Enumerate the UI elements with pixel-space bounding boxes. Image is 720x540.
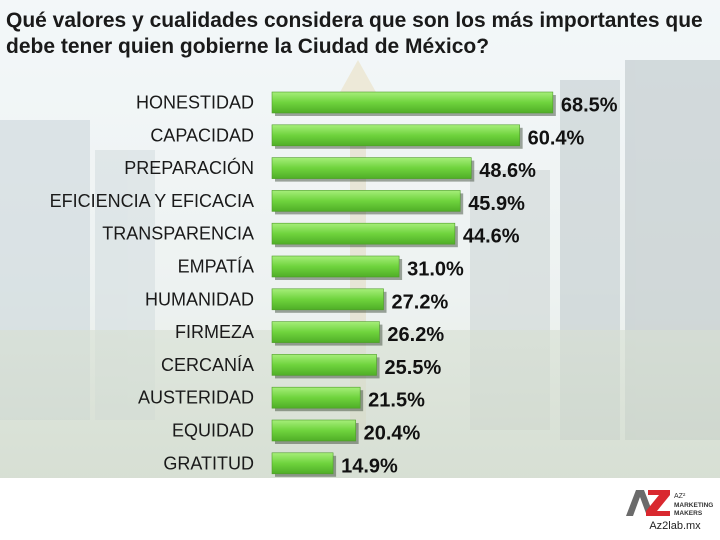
value-label: 60.4% bbox=[528, 127, 585, 149]
value-label: 21.5% bbox=[368, 390, 425, 412]
value-label: 44.6% bbox=[463, 226, 520, 248]
category-label: EFICIENCIA Y EFICACIA bbox=[50, 191, 254, 211]
bar bbox=[271, 321, 380, 343]
category-label: EMPATÍA bbox=[178, 257, 254, 277]
bar bbox=[271, 91, 554, 114]
az-logo: AZ² MARKETING MAKERS bbox=[626, 490, 713, 517]
value-label: 68.5% bbox=[561, 95, 618, 117]
value-label: 48.6% bbox=[479, 160, 536, 182]
bars-layer: HONESTIDAD 68.5% CAPACIDAD 60.4% PREPARACIÓN… bbox=[50, 91, 618, 477]
bar bbox=[271, 386, 361, 409]
category-label: TRANSPARENCIA bbox=[102, 224, 254, 244]
bar bbox=[271, 222, 456, 245]
value-label: 25.5% bbox=[385, 357, 442, 379]
category-label: EQUIDAD bbox=[172, 421, 254, 441]
chart-title: Qué valores y cualidades considera que s… bbox=[6, 9, 703, 58]
category-label: AUSTERIDAD bbox=[138, 388, 254, 408]
value-label: 20.4% bbox=[364, 423, 421, 445]
bar bbox=[271, 288, 384, 311]
category-label: GRATITUD bbox=[163, 453, 254, 473]
value-label: 31.0% bbox=[407, 259, 464, 281]
bar bbox=[271, 190, 461, 212]
category-label: HUMANIDAD bbox=[145, 289, 254, 309]
value-label: 14.9% bbox=[341, 455, 398, 477]
footer bbox=[0, 478, 720, 540]
value-label: 45.9% bbox=[468, 193, 525, 215]
svg-text:MARKETING: MARKETING bbox=[674, 502, 713, 509]
bar bbox=[271, 124, 520, 147]
bar bbox=[271, 255, 400, 278]
category-label: PREPARACIÓN bbox=[124, 157, 254, 178]
value-label: 27.2% bbox=[392, 291, 449, 313]
category-label: HONESTIDAD bbox=[136, 93, 254, 113]
category-label: CAPACIDAD bbox=[150, 125, 254, 145]
bar bbox=[271, 452, 334, 475]
bar-chart: HONESTIDAD 68.5% CAPACIDAD 60.4% PREPARACIÓN… bbox=[50, 91, 618, 477]
bar bbox=[271, 354, 377, 376]
value-label: 26.2% bbox=[387, 324, 444, 346]
svg-text:MAKERS: MAKERS bbox=[674, 510, 703, 517]
bar bbox=[271, 157, 472, 179]
category-label: FIRMEZA bbox=[175, 322, 254, 342]
bar bbox=[271, 419, 356, 442]
site-label: Az2lab.mx bbox=[649, 520, 701, 532]
svg-text:AZ²: AZ² bbox=[674, 493, 686, 500]
category-label: CERCANÍA bbox=[161, 355, 254, 375]
